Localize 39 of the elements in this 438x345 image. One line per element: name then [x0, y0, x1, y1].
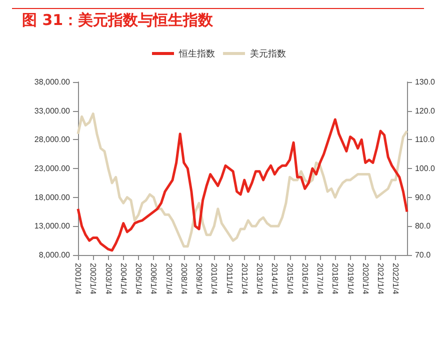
x-tick-label: 2014/1/4: [270, 263, 280, 295]
x-tick-label: 2004/1/4: [118, 263, 128, 295]
x-tick-label: 2022/1/4: [391, 263, 400, 295]
y2-tick-label: 100.0: [414, 164, 436, 173]
x-tick-label: 2021/1/4: [376, 263, 386, 295]
x-tick-label: 2008/1/4: [179, 263, 188, 295]
y-tick-label: 28,000.00: [34, 135, 71, 144]
legend-label: 美元指数: [250, 48, 286, 58]
chart-title: 图 31：美元指数与恒生指数: [22, 11, 214, 30]
y-tick-label: 33,000.00: [34, 106, 71, 116]
y-tick-label: 13,000.00: [34, 222, 71, 231]
y-tick-label: 18,000.00: [34, 192, 71, 202]
y2-tick-label: 90.0: [414, 192, 432, 202]
y2-tick-label: 110.0: [414, 135, 435, 144]
x-tick-label: 2013/1/4: [255, 263, 264, 295]
x-tick-label: 2015/1/4: [285, 263, 294, 295]
x-tick-label: 2012/1/4: [240, 263, 249, 295]
y-tick-label: 8,000.00: [38, 250, 71, 260]
x-tick-label: 2009/1/4: [194, 263, 204, 295]
y-tick-label: 23,000.00: [34, 164, 71, 173]
x-tick-label: 2018/1/4: [330, 263, 340, 295]
x-tick-label: 2001/1/4: [74, 263, 82, 295]
x-tick-label: 2011/1/4: [224, 263, 234, 294]
x-tick-label: 2006/1/4: [149, 263, 158, 295]
x-tick-label: 2007/1/4: [164, 263, 174, 295]
y-tick-label: 38,000.00: [34, 78, 71, 86]
x-tick-label: 2002/1/4: [88, 263, 98, 295]
y2-tick-label: 70.0: [414, 250, 432, 260]
x-tick-label: 2010/1/4: [210, 263, 219, 295]
y2-tick-label: 120.0: [414, 106, 436, 116]
y2-tick-label: 130.0: [414, 78, 436, 86]
x-tick-label: 2003/1/4: [104, 263, 113, 295]
x-tick-label: 2005/1/4: [134, 263, 143, 295]
x-tick-label: 2016/1/4: [300, 263, 310, 295]
x-tick-label: 2019/1/4: [346, 263, 355, 295]
x-tick-label: 2020/1/4: [360, 263, 370, 295]
legend-label: 恒生指数: [178, 48, 215, 58]
y2-tick-label: 80.0: [414, 222, 432, 231]
x-tick-label: 2017/1/4: [316, 263, 325, 295]
